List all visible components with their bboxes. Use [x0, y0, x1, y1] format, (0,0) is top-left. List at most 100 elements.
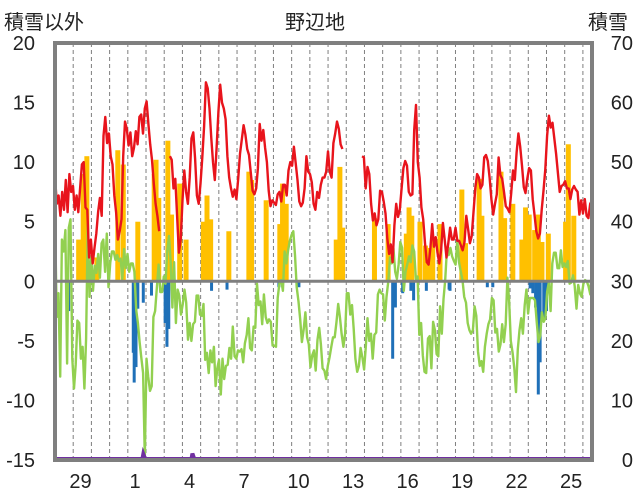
left-tick-label: 5 — [24, 212, 35, 234]
precip-bar — [545, 233, 551, 282]
right-tick-label: 70 — [611, 33, 633, 55]
negative-bar — [391, 281, 395, 359]
left-axis-label: 積雪以外 — [4, 12, 84, 34]
precip-bar — [283, 203, 289, 282]
precip-bar — [156, 197, 162, 282]
x-tick-label: 7 — [238, 471, 249, 493]
negative-bar — [134, 281, 138, 368]
negative-bar — [531, 281, 535, 294]
precip-bar — [565, 144, 571, 282]
negative-bar — [424, 281, 428, 291]
negative-bar — [412, 281, 416, 301]
plot-frame — [53, 41, 594, 462]
x-tick-label: 16 — [396, 471, 418, 493]
precip-bar — [337, 166, 343, 282]
negative-bar — [141, 281, 145, 303]
precip-bar — [427, 247, 433, 282]
precip-bar — [153, 159, 159, 282]
precip-bar — [476, 178, 482, 282]
precip-bar — [571, 215, 577, 282]
chart-title: 野辺地 — [285, 12, 345, 34]
negative-bar — [163, 281, 167, 323]
precip-bar — [177, 183, 183, 282]
right-tick-label: 10 — [611, 390, 633, 412]
right-tick-label: 0 — [622, 450, 633, 472]
precip-bar — [422, 245, 428, 282]
precip-bar — [246, 171, 252, 282]
left-tick-label: 20 — [13, 33, 35, 55]
precip-bar — [115, 150, 121, 282]
precip-bar — [532, 230, 538, 282]
precip-bar — [200, 221, 206, 282]
right-tick-label: 20 — [611, 331, 633, 353]
precip-bar — [183, 239, 189, 282]
negative-bar — [132, 281, 136, 383]
precip-bar — [226, 231, 232, 282]
precip-bar — [498, 171, 504, 282]
precip-bar — [563, 221, 569, 282]
negative-bar — [136, 281, 140, 309]
precip-bar — [406, 207, 412, 282]
precip-bar — [135, 221, 141, 282]
min-temp-series — [53, 215, 594, 459]
negative-bar — [534, 281, 538, 308]
precip-bar — [519, 239, 525, 282]
negative-bar — [491, 281, 495, 288]
precip-bar — [371, 218, 377, 282]
left-tick-label: 10 — [13, 152, 35, 174]
negative-bar — [165, 281, 169, 347]
precip-bar — [526, 214, 532, 282]
x-ticks: 29 1 4 7 10 13 16 19 22 25 — [69, 471, 582, 493]
precip-bar — [340, 227, 346, 282]
negative-bar — [528, 281, 532, 289]
negative-bar — [210, 281, 214, 291]
precip-bar — [510, 203, 516, 282]
precip-bars — [76, 140, 577, 282]
precip-bar — [479, 215, 485, 282]
left-tick-label: -15 — [6, 450, 35, 472]
right-tick-label: 30 — [611, 271, 633, 293]
precip-bar — [76, 239, 82, 282]
precip-bar — [165, 140, 171, 282]
right-tick-label: 40 — [611, 212, 633, 234]
right-tick-label: 50 — [611, 152, 633, 174]
left-tick-label: 0 — [24, 271, 35, 293]
x-tick-label: 29 — [69, 471, 91, 493]
precip-bar — [502, 218, 508, 282]
precip-bar — [280, 183, 286, 282]
x-tick-label: 19 — [451, 471, 473, 493]
negative-bar — [225, 281, 229, 290]
precip-bar — [539, 241, 545, 282]
precip-bar — [430, 239, 436, 282]
precip-bar — [249, 180, 255, 282]
precip-bar — [208, 219, 214, 282]
negative-bar — [542, 281, 546, 320]
precip-bar — [120, 164, 126, 282]
right-tick-label: 60 — [611, 93, 633, 115]
precip-bar — [263, 200, 269, 282]
x-tick-label: 13 — [342, 471, 364, 493]
precip-bar — [462, 243, 468, 282]
precip-bar — [459, 189, 465, 282]
left-tick-label: -5 — [17, 331, 35, 353]
x-tick-label: 22 — [506, 471, 528, 493]
x-tick-label: 10 — [287, 471, 309, 493]
precip-bar — [80, 174, 86, 282]
precip-bar — [523, 207, 529, 282]
negative-bar — [448, 281, 452, 291]
left-tick-label: 15 — [13, 93, 35, 115]
negative-bar — [149, 281, 153, 296]
precip-bar — [417, 221, 423, 282]
precip-bar — [277, 224, 283, 282]
min_temp-line — [53, 215, 594, 459]
left-tick-label: -10 — [6, 390, 35, 412]
max_temp-line — [53, 81, 594, 266]
right-axis-label: 積雪 — [588, 12, 628, 34]
negative-bar — [409, 281, 413, 291]
x-tick-label: 25 — [560, 471, 582, 493]
x-tick-label: 1 — [129, 471, 140, 493]
x-tick-label: 4 — [184, 471, 195, 493]
negative-bar — [297, 281, 301, 288]
negative-bar — [167, 281, 171, 329]
